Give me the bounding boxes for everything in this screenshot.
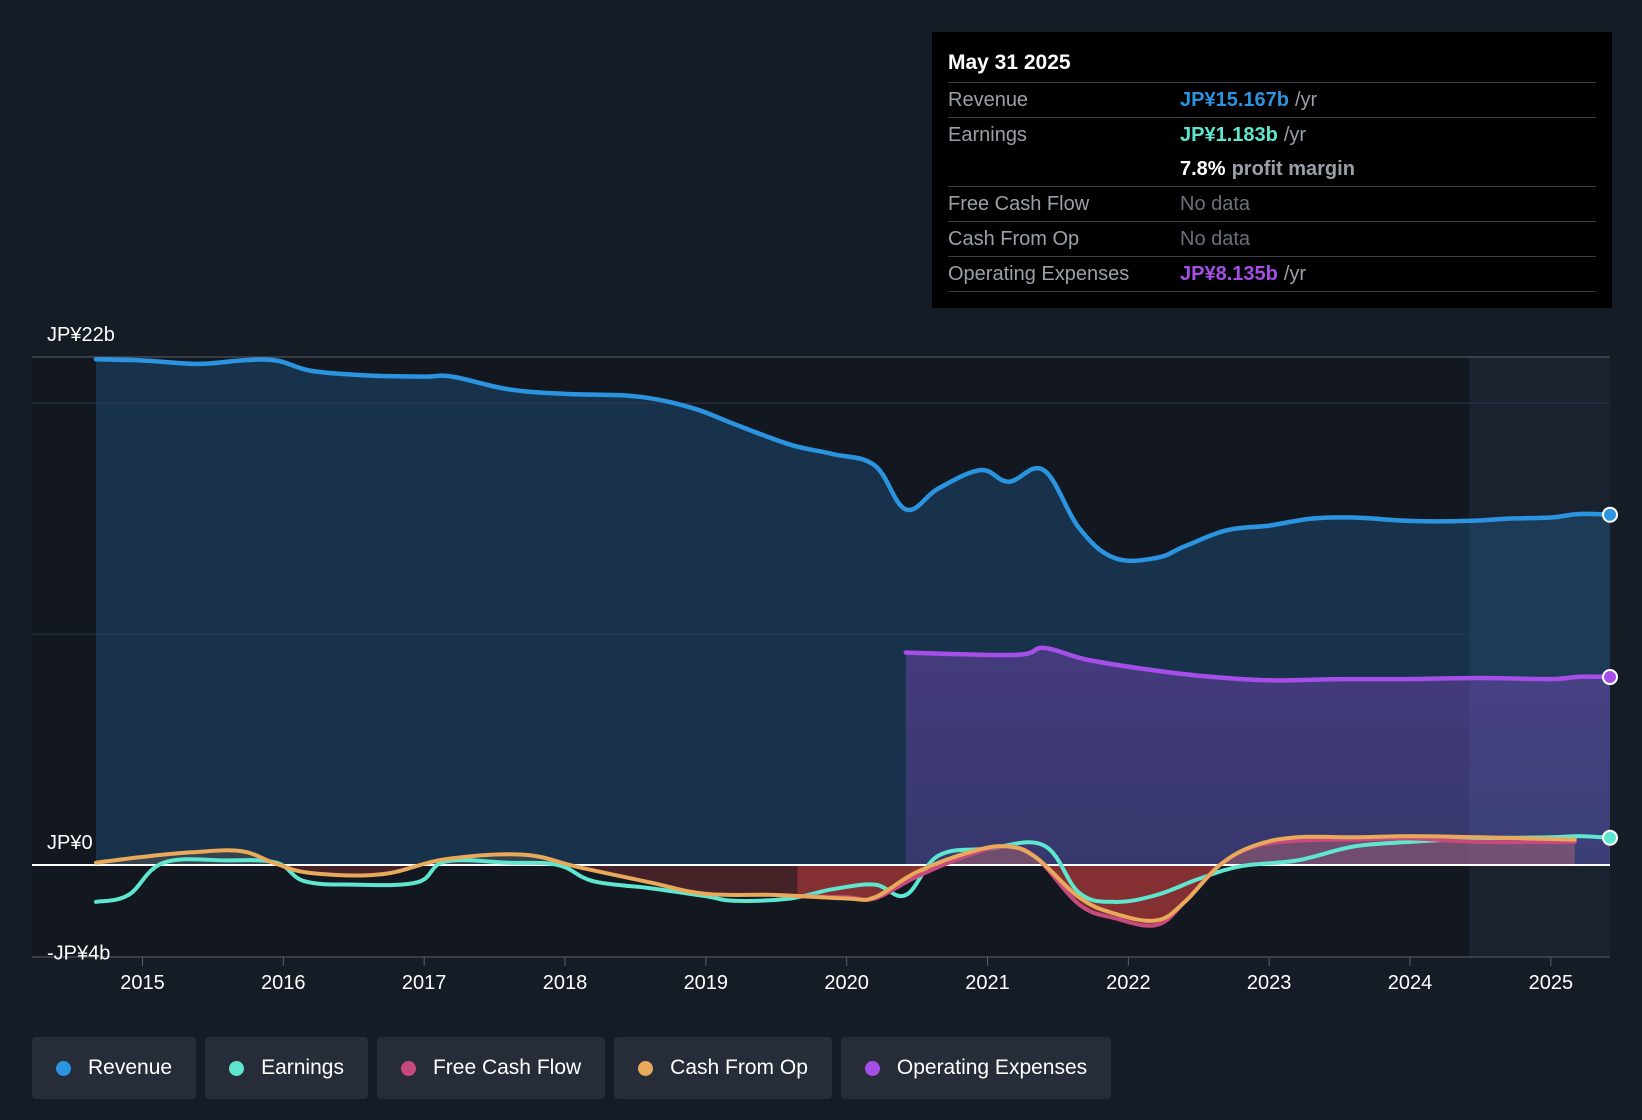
- revenue-line: [93, 357, 1613, 564]
- x-tick-label: 2018: [543, 972, 588, 994]
- operating-expenses-area: [905, 647, 1610, 865]
- revenue-end-marker: [1602, 506, 1618, 523]
- tooltip-unit: /yr: [1283, 123, 1307, 146]
- x-tick-label: 2019: [684, 972, 729, 994]
- operating-expenses-line: [903, 645, 1613, 683]
- y-axis-label: JP¥22b: [47, 324, 115, 346]
- x-tick-label: 2025: [1529, 972, 1574, 994]
- tooltip-label: Free Cash Flow: [948, 192, 1090, 215]
- tooltip-row-margin: 7.8% profit margin: [948, 152, 1596, 187]
- tooltip-value: JP¥1.183b: [1180, 123, 1278, 146]
- x-tick-label: 2021: [965, 972, 1010, 994]
- tooltip-value: No data: [1180, 227, 1251, 250]
- free-cash-flow-line: [795, 836, 1577, 928]
- tooltip-date: May 31 2025: [948, 46, 1596, 83]
- free-cash-flow-negative-area: [797, 865, 1575, 926]
- tooltip-value: 7.8%: [1180, 157, 1226, 180]
- tooltip-row-revenue: Revenue JP¥15.167b /yr: [948, 83, 1596, 118]
- x-tick-label: 2024: [1388, 972, 1433, 994]
- x-tick-label: 2017: [402, 972, 447, 994]
- tooltip-row-opex: Operating Expenses JP¥8.135b /yr: [948, 257, 1596, 292]
- x-tick-label: 2015: [120, 972, 165, 994]
- earnings-line: [94, 834, 1612, 904]
- legend-item-revenue[interactable]: Revenue: [32, 1037, 197, 1099]
- legend-label: Cash From Op: [670, 1056, 808, 1079]
- tooltip-value: No data: [1180, 192, 1251, 215]
- revenue-dot-icon: [56, 1060, 71, 1076]
- tooltip-label: Cash From Op: [948, 227, 1080, 250]
- earnings-dot-icon: [229, 1060, 245, 1076]
- x-tick-label: 2020: [824, 972, 869, 994]
- legend-item-earnings[interactable]: Earnings: [205, 1037, 368, 1099]
- tooltip-label: Revenue: [948, 88, 1029, 111]
- cash-from-op-line: [94, 834, 1577, 923]
- operating-expenses-dot-icon: [864, 1060, 880, 1076]
- tooltip-panel: May 31 2025 Revenue JP¥15.167b /yr Earni…: [932, 32, 1612, 308]
- legend-label: Operating Expenses: [896, 1056, 1088, 1079]
- tooltip-value: JP¥8.135b: [1180, 262, 1278, 285]
- tooltip-value: JP¥15.167b: [1180, 88, 1289, 111]
- y-axis-label: -JP¥4b: [47, 942, 110, 964]
- earnings-end-marker: [1602, 829, 1618, 846]
- legend-item-operating-expenses[interactable]: Operating Expenses: [840, 1037, 1112, 1099]
- legend-item-free-cash-flow[interactable]: Free Cash Flow: [376, 1037, 606, 1099]
- tooltip-label: Earnings: [948, 123, 1027, 146]
- legend-item-cash-from-op[interactable]: Cash From Op: [614, 1037, 832, 1099]
- legend-label: Earnings: [261, 1056, 344, 1079]
- tooltip-row-cfo: Cash From Op No data: [948, 222, 1596, 257]
- tooltip-row-earnings: Earnings JP¥1.183b /yr: [948, 118, 1596, 152]
- tooltip-unit: /yr: [1294, 88, 1318, 111]
- x-tick-label: 2023: [1247, 972, 1292, 994]
- operating-expenses-end-marker: [1602, 669, 1618, 686]
- legend-label: Revenue: [88, 1056, 173, 1079]
- tooltip-row-fcf: Free Cash Flow No data: [948, 187, 1596, 222]
- tooltip-label: Operating Expenses: [948, 262, 1130, 285]
- tooltip-unit: profit margin: [1231, 157, 1355, 180]
- free-cash-flow-dot-icon: [400, 1060, 416, 1076]
- legend-label: Free Cash Flow: [432, 1056, 582, 1079]
- legend: Revenue Earnings Free Cash Flow Cash Fro…: [32, 1037, 1112, 1099]
- tooltip-unit: /yr: [1283, 262, 1307, 285]
- cash-from-op-dot-icon: [638, 1060, 654, 1076]
- y-axis-label: JP¥0: [47, 832, 93, 854]
- x-tick-label: 2022: [1106, 972, 1151, 994]
- x-tick-label: 2016: [261, 972, 306, 994]
